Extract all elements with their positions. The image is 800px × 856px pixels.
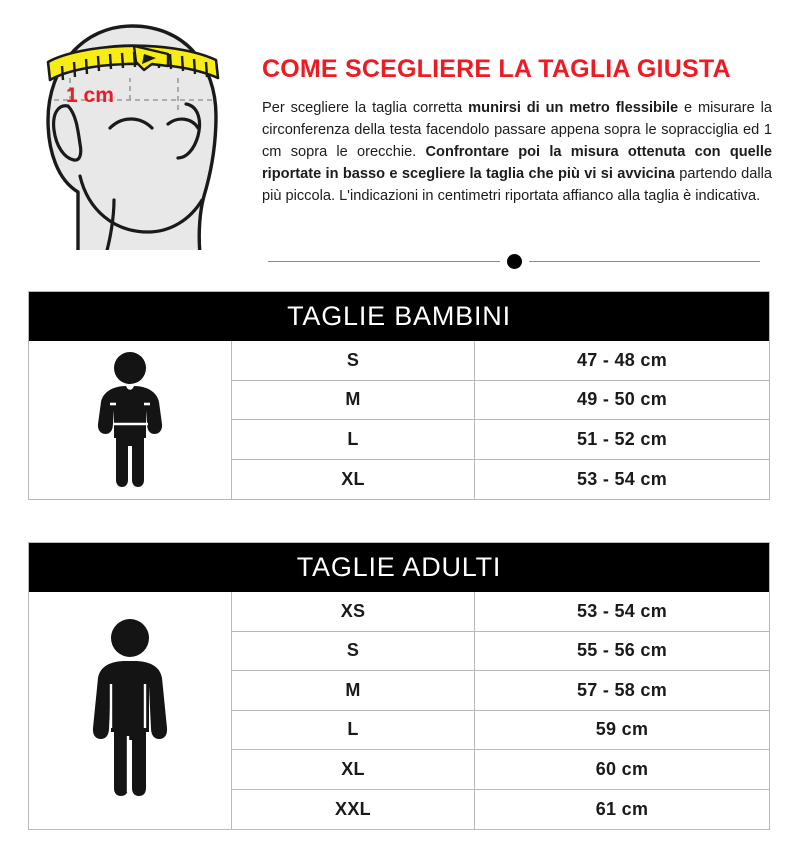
- size-rows-kids: S 47 - 48 cm M 49 - 50 cm L 51 - 52 cm XL 53 - …: [232, 341, 769, 499]
- adult-pictogram-icon: [92, 618, 168, 796]
- intro-section: 1 cm COME SCEGLIERE LA TAGLIA GIUSTA Per…: [0, 0, 800, 282]
- divider-line-right: [528, 260, 760, 262]
- cell-measurement: 49 - 50 cm: [576, 389, 668, 410]
- cell-size: XXL: [232, 789, 475, 829]
- size-rows-adult: XS 53 - 54 cm S 55 - 56 cm M 57 - 58 cm L 59 cm…: [232, 592, 769, 829]
- cell-measurement: 53 - 54 cm: [576, 600, 668, 621]
- table-row: L 51 - 52 cm: [232, 420, 769, 460]
- size-table-kids: TAGLIE BAMBINI S 47 - 48 cm M 49 - 50 cm L 51…: [28, 291, 770, 500]
- cell-size: S: [232, 631, 475, 670]
- cell-size: XS: [232, 592, 475, 631]
- size-table-adult: TAGLIE ADULTI XS 53 - 54 cm S 55 - 56 cm M 57…: [28, 542, 770, 830]
- cell-measurement: 55 - 56 cm: [576, 640, 668, 661]
- table-row: XL 53 - 54 cm: [232, 459, 769, 499]
- cell-measurement: 51 - 52 cm: [576, 428, 668, 449]
- cell-measurement: 59 cm: [595, 719, 649, 740]
- cell-size: XL: [232, 459, 475, 499]
- cell-measurement: 57 - 58 cm: [576, 679, 668, 700]
- table-row: S 47 - 48 cm: [232, 341, 769, 381]
- cell-measurement: 47 - 48 cm: [576, 349, 668, 370]
- table-row: M 57 - 58 cm: [232, 671, 769, 711]
- cell-size: L: [232, 420, 475, 459]
- head-measuring-tape-illustration: 1 cm: [0, 0, 250, 250]
- cell-measurement: 53 - 54 cm: [576, 468, 668, 489]
- cell-size: L: [232, 710, 475, 749]
- divider-line-left: [268, 260, 500, 262]
- table-title-adult: TAGLIE ADULTI: [29, 543, 769, 592]
- intro-paragraph: Per scegliere la taglia corretta munirsi…: [262, 99, 773, 205]
- table-row: S 55 - 56 cm: [232, 631, 769, 671]
- adult-pictogram-cell: [29, 592, 232, 829]
- tape-label: 1 cm: [66, 84, 114, 107]
- cell-size: S: [232, 341, 475, 380]
- cell-size: XL: [232, 750, 475, 789]
- table-row: L 59 cm: [232, 710, 769, 750]
- table-row: XS 53 - 54 cm: [232, 592, 769, 632]
- cell-size: M: [232, 671, 475, 710]
- page-title: COME SCEGLIERE LA TAGLIA GIUSTA: [262, 55, 731, 83]
- cell-measurement: 61 cm: [595, 798, 649, 819]
- intro-text-block: COME SCEGLIERE LA TAGLIA GIUSTA Per sceg…: [250, 0, 800, 207]
- child-pictogram-cell: [29, 341, 232, 499]
- table-row: M 49 - 50 cm: [232, 380, 769, 420]
- section-divider: [268, 250, 760, 272]
- divider-dot-icon: [506, 253, 522, 269]
- cell-measurement: 60 cm: [595, 758, 649, 779]
- table-row: XXL 61 cm: [232, 789, 769, 829]
- table-title-kids: TAGLIE BAMBINI: [29, 292, 769, 341]
- cell-size: M: [232, 380, 475, 419]
- table-row: XL 60 cm: [232, 750, 769, 790]
- child-pictogram-icon: [97, 352, 163, 487]
